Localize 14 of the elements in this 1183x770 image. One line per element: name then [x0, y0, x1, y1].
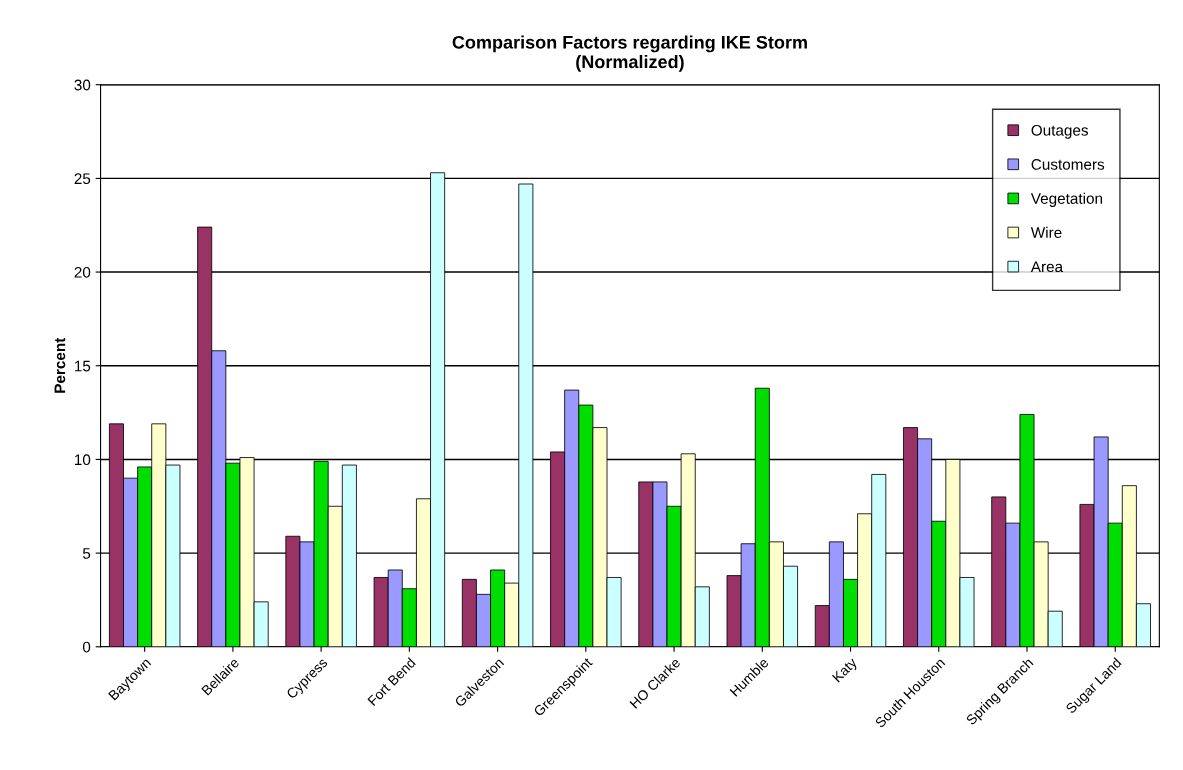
y-tick-label: 10 [75, 454, 91, 466]
y-axis-title: Percent [54, 337, 66, 393]
y-tick-label: 5 [82, 548, 91, 559]
legend-label: Wire [1030, 226, 1062, 239]
legend-label: Area [1030, 261, 1064, 273]
y-tick-label: 20 [74, 266, 91, 278]
chart-title: Comparison Factors regarding IKE Storm (Normalized) [452, 35, 807, 72]
y-tick-label: 0 [82, 641, 91, 653]
y-tick-label: 15 [75, 360, 91, 372]
y-tick-label: 30 [74, 79, 91, 91]
legend-label: Outages [1031, 124, 1089, 139]
legend-label: Customers [1031, 158, 1105, 170]
y-tick-label: 25 [74, 173, 91, 185]
legend-label: Vegetation [1030, 192, 1103, 207]
